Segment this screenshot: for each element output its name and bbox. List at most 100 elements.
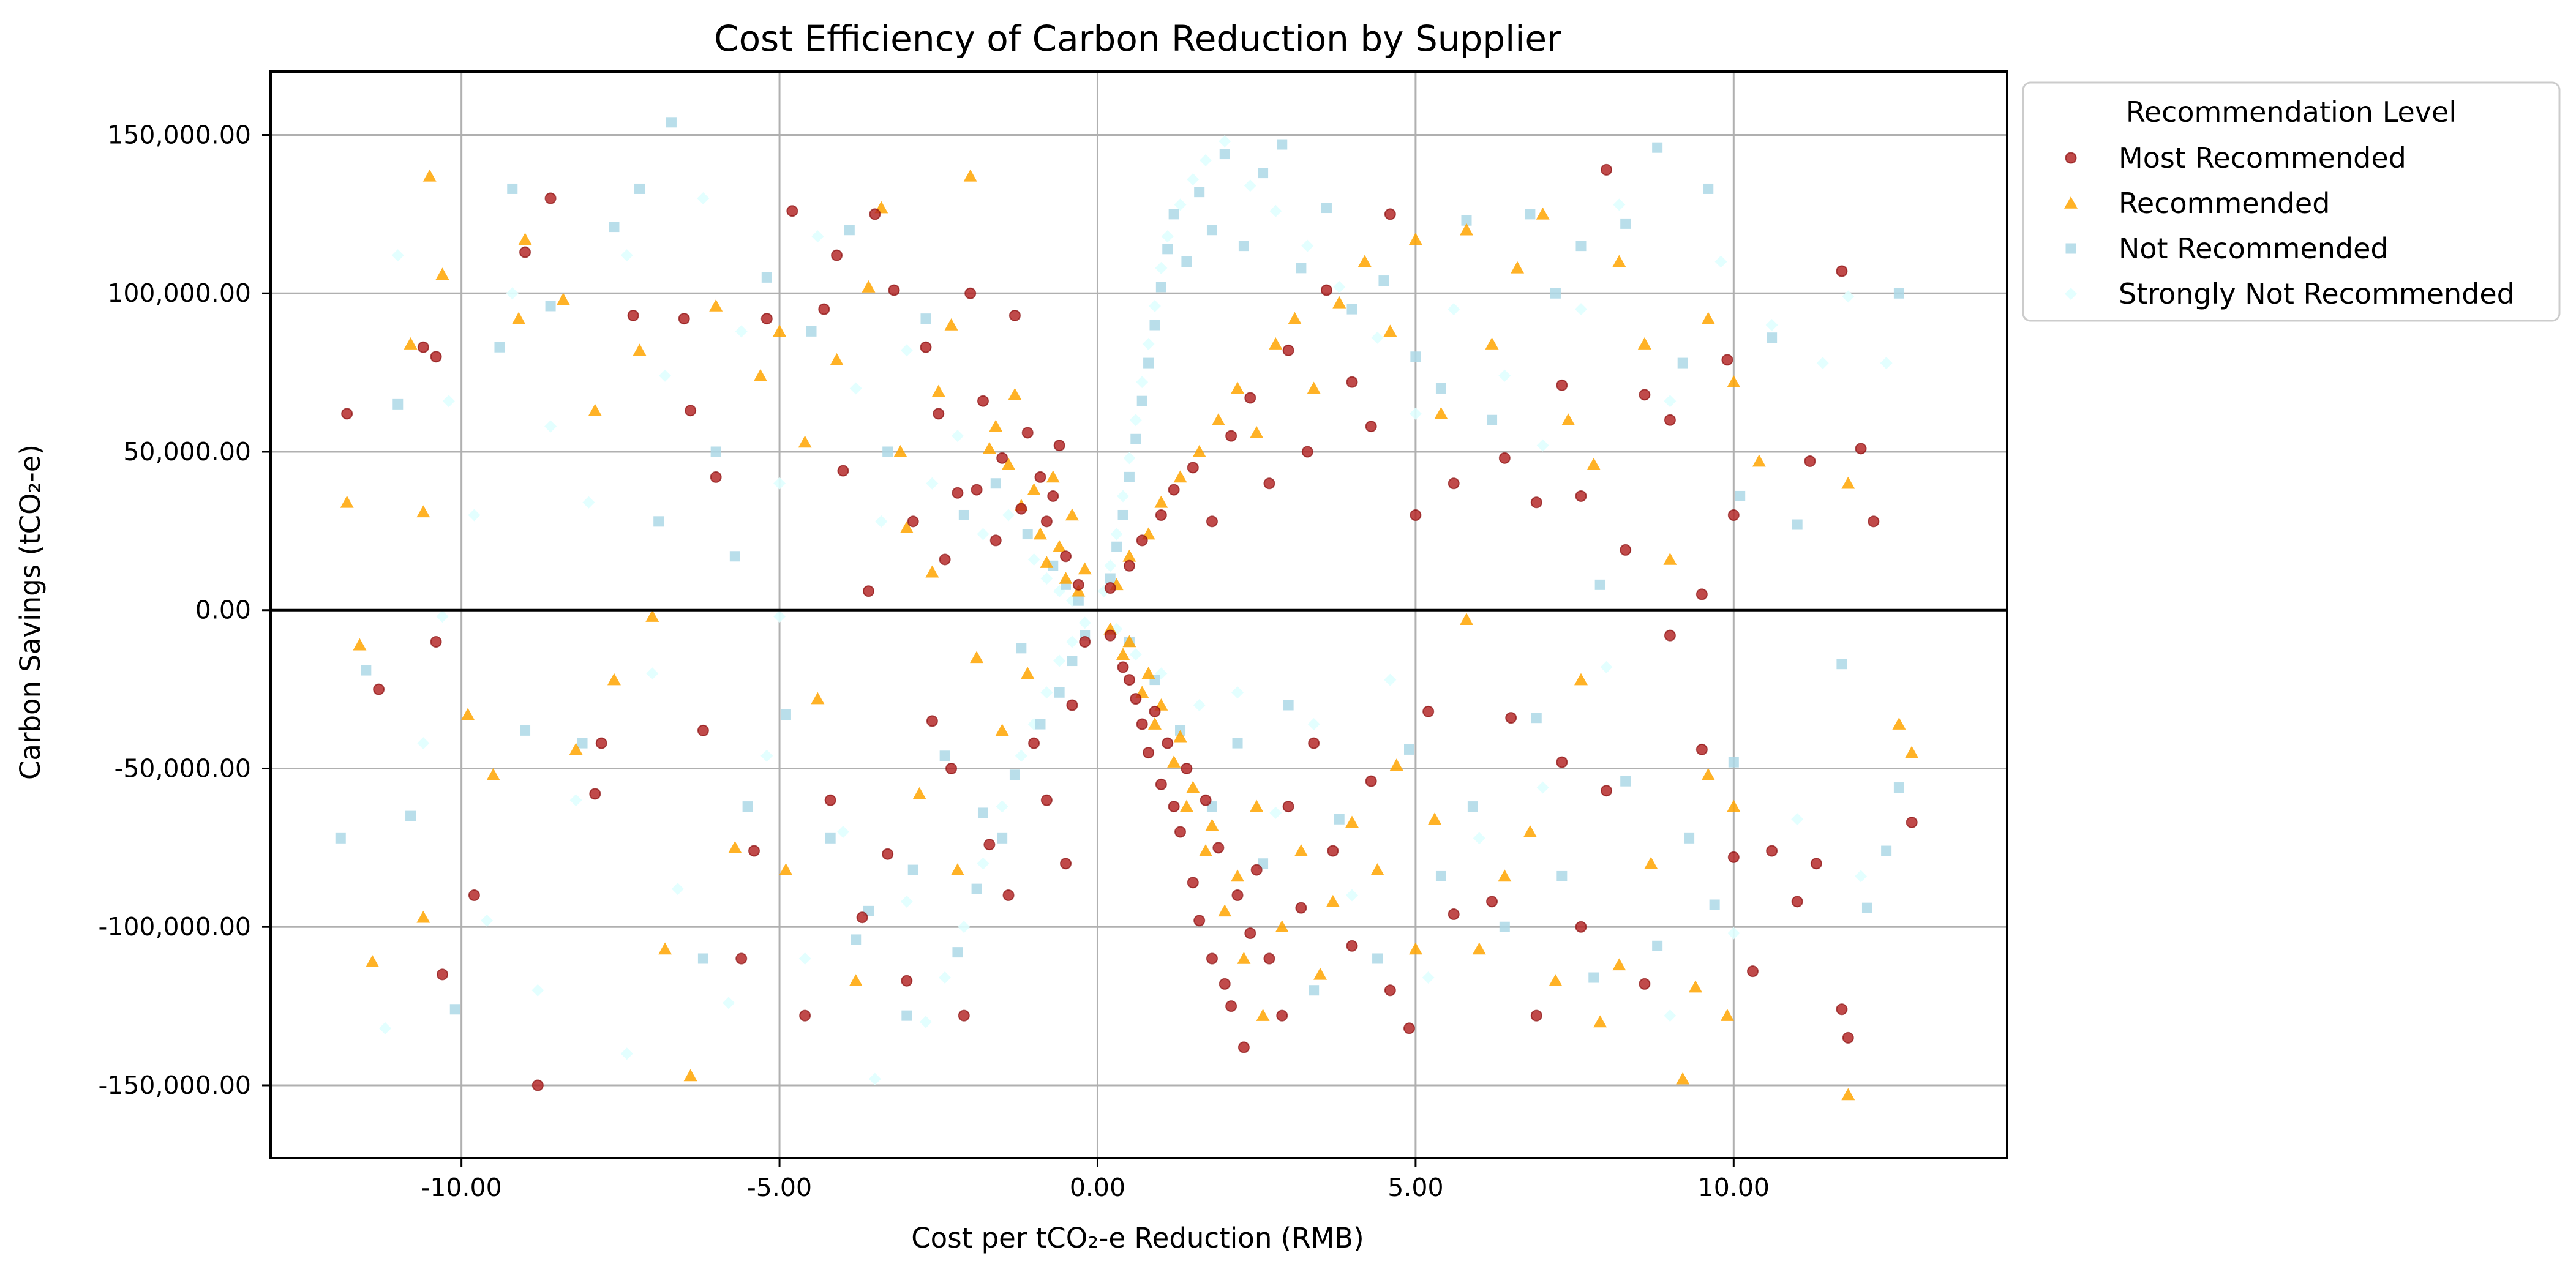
data-point (882, 446, 893, 457)
data-point (1167, 755, 1181, 768)
data-point (1154, 495, 1168, 508)
data-point (1130, 693, 1142, 705)
data-point (1389, 758, 1403, 771)
data-point (1378, 275, 1389, 286)
data-point (1881, 845, 1892, 856)
data-point (1434, 406, 1448, 419)
data-point (1035, 719, 1046, 730)
data-point (1123, 559, 1135, 572)
data-point (1250, 425, 1264, 438)
data-point (1701, 768, 1715, 780)
data-point (1384, 984, 1396, 997)
data-point (1384, 673, 1397, 686)
data-point (780, 709, 791, 720)
legend-marker (2065, 152, 2077, 164)
data-point (1321, 203, 1332, 214)
data-point (683, 1069, 697, 1082)
data-point (1174, 826, 1187, 838)
data-point (1575, 241, 1587, 252)
data-point (1365, 775, 1377, 787)
data-point (416, 910, 430, 923)
data-point (824, 794, 836, 806)
data-point (1040, 572, 1053, 585)
data-point (1219, 149, 1230, 160)
data-point (748, 845, 760, 857)
data-point (545, 301, 556, 312)
data-point (1664, 629, 1676, 642)
data-point (958, 1009, 970, 1022)
data-point (722, 997, 735, 1009)
data-point (728, 840, 742, 853)
data-point (1511, 261, 1525, 274)
data-point (1168, 484, 1180, 496)
data-point (1205, 818, 1219, 831)
data-point (697, 724, 709, 736)
series-strongly-not-recommended (378, 135, 1893, 1085)
data-point (1804, 455, 1816, 468)
data-point (392, 398, 404, 410)
data-point (634, 183, 645, 194)
data-point (1448, 477, 1460, 490)
data-point (1588, 972, 1599, 983)
data-point (666, 117, 677, 128)
data-point (837, 465, 849, 477)
data-point (856, 911, 868, 924)
data-point (1688, 980, 1702, 993)
data-point (1008, 387, 1022, 400)
data-point (761, 272, 772, 283)
data-point (1147, 717, 1162, 730)
data-point (577, 738, 588, 749)
data-point (1709, 899, 1720, 910)
data-point (1485, 337, 1499, 350)
data-point (901, 1010, 912, 1021)
data-point (977, 395, 989, 407)
data-point (645, 610, 659, 622)
data-point (1486, 896, 1498, 908)
data-point (1309, 985, 1320, 996)
data-point (818, 303, 830, 315)
data-point (1752, 454, 1766, 467)
data-point (1855, 443, 1867, 455)
data-point (1218, 904, 1232, 917)
data-point (1219, 978, 1231, 990)
data-point (888, 284, 900, 296)
data-point (1104, 559, 1117, 572)
y-tick-label: 100,000.00 (107, 279, 251, 308)
y-tick-label: -100,000.00 (98, 912, 251, 941)
data-point (442, 395, 455, 408)
data-point (1225, 1000, 1237, 1012)
data-point (422, 169, 437, 182)
data-point (1275, 920, 1289, 933)
data-point (1308, 737, 1320, 749)
data-point (1677, 357, 1688, 369)
data-point (1620, 218, 1631, 229)
data-point (919, 1016, 932, 1028)
data-point (1040, 794, 1053, 806)
data-point (1652, 142, 1663, 153)
data-point (735, 952, 748, 965)
data-point (1370, 863, 1384, 875)
data-point (1206, 225, 1217, 236)
data-point (1053, 440, 1065, 452)
data-point (1073, 595, 1084, 606)
data-point (1053, 540, 1067, 553)
data-point (1556, 379, 1568, 391)
data-point (678, 313, 690, 325)
data-point (773, 477, 786, 490)
data-point (436, 968, 448, 981)
data-point (1200, 154, 1212, 166)
legend: Recommendation Level Most Recommended Rec… (2022, 81, 2561, 322)
data-point (1307, 718, 1320, 731)
data-point (1855, 870, 1868, 883)
data-point (361, 665, 372, 676)
data-point (773, 610, 786, 623)
data-point (506, 287, 519, 300)
data-point (1192, 444, 1206, 457)
data-point (481, 914, 494, 927)
data-point (1893, 782, 1904, 793)
data-point (1810, 858, 1822, 870)
legend-marker (2065, 243, 2076, 254)
data-point (990, 478, 1001, 489)
data-point (760, 749, 773, 762)
data-point (830, 353, 844, 365)
